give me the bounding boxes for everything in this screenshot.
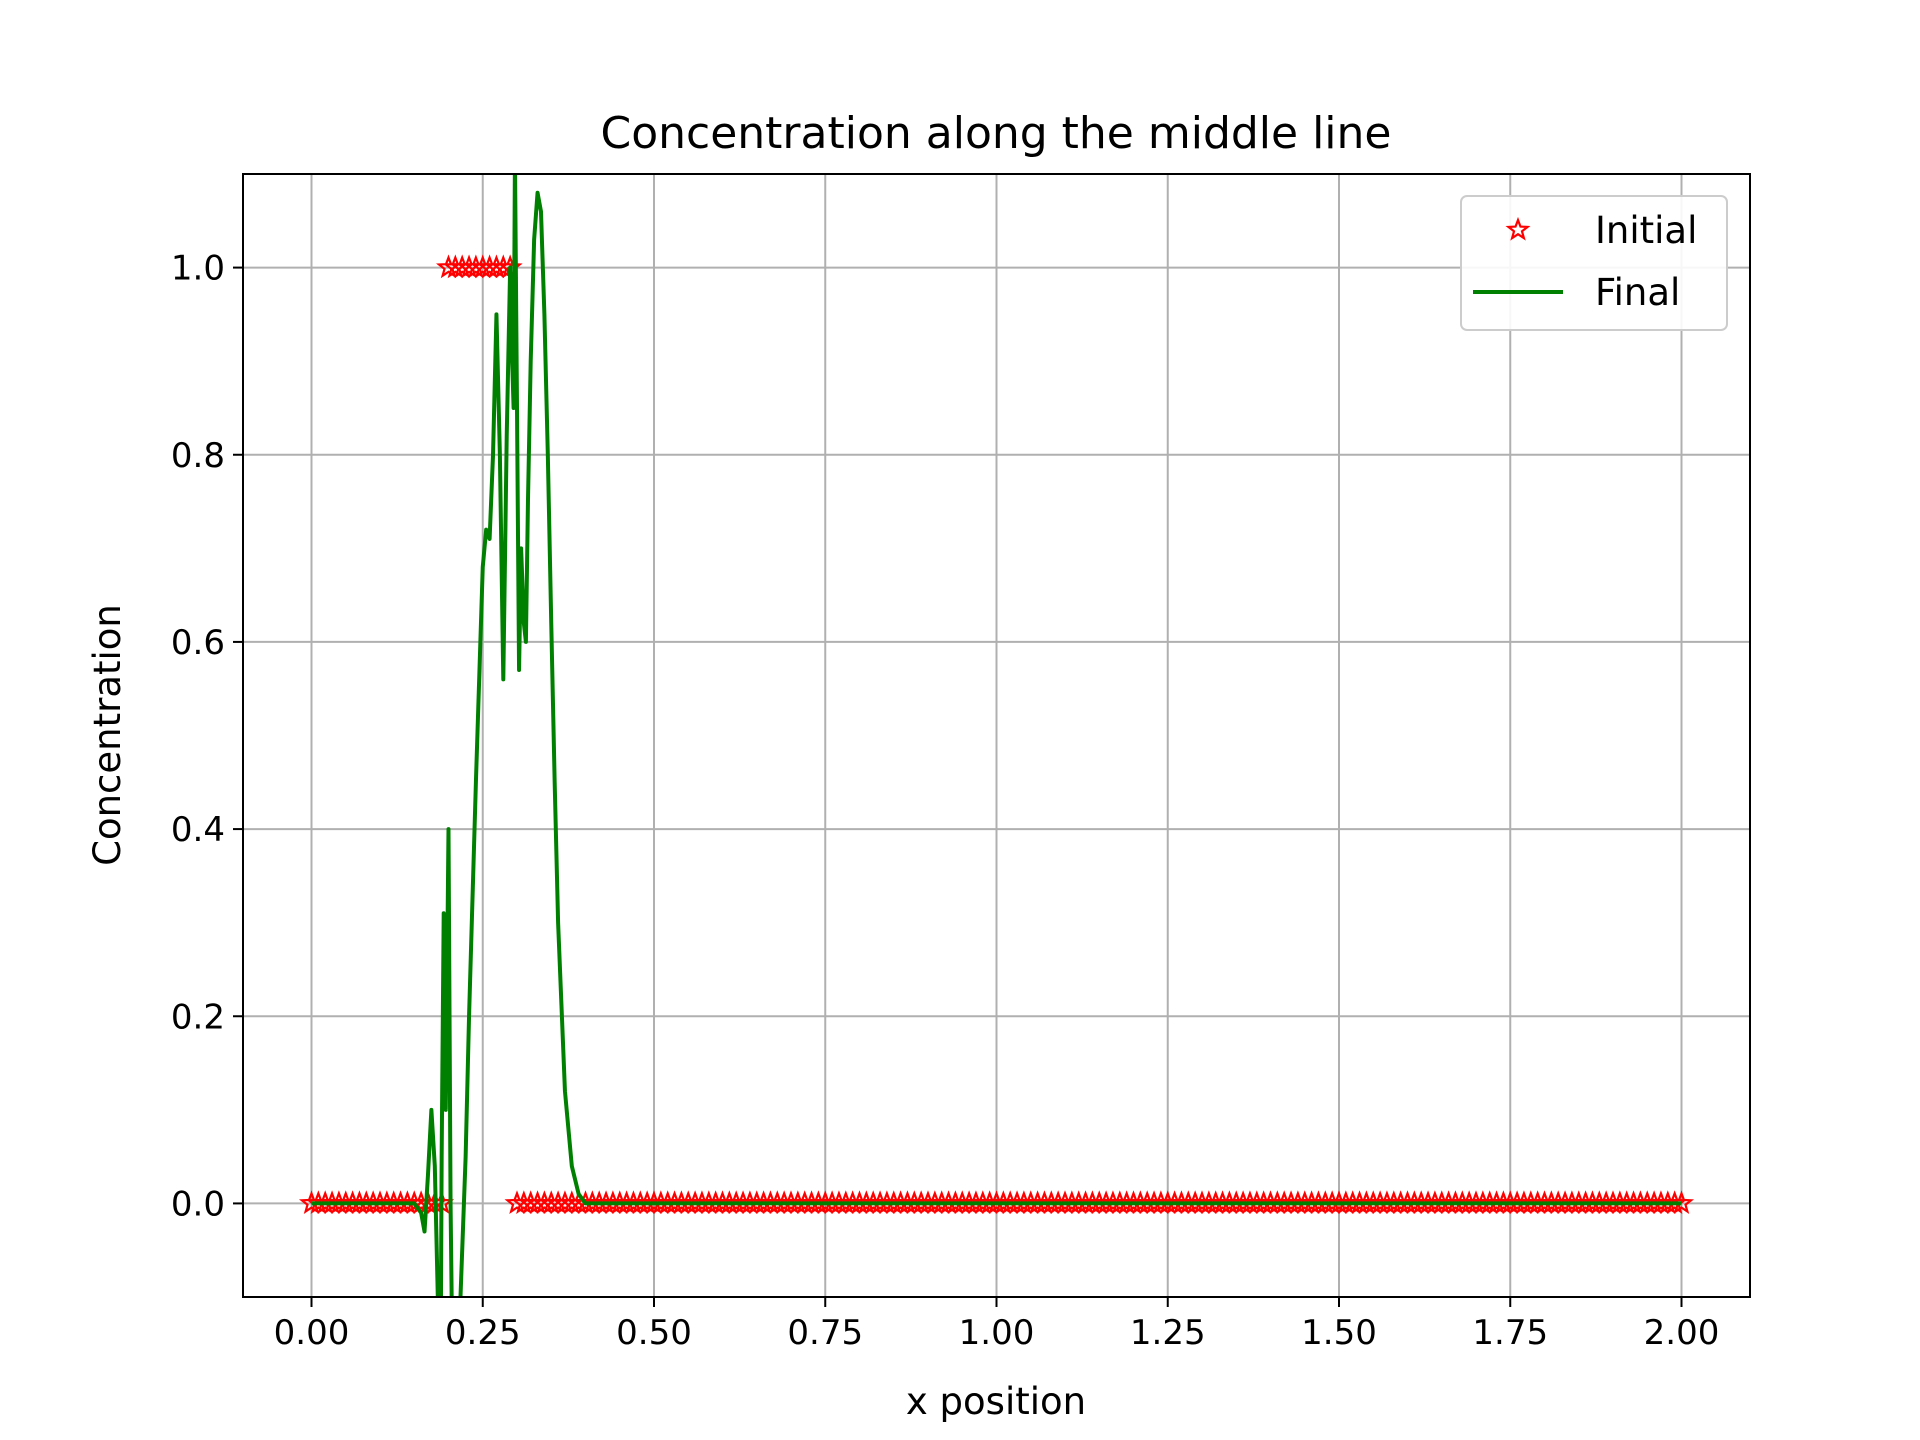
y-tick-label: 0.8: [171, 436, 225, 476]
series-final: [311, 174, 1682, 1297]
series-initial: [298, 254, 1695, 1215]
y-axis-title: Concentration: [86, 604, 129, 866]
chart-title: Concentration along the middle line: [601, 108, 1392, 159]
legend-box: [1460, 195, 1728, 331]
y-tick-label: 0.2: [171, 997, 225, 1037]
x-tick-label: 1.25: [1130, 1313, 1206, 1353]
y-tick-label: 0.6: [171, 623, 225, 663]
x-axis-title: x position: [906, 1380, 1086, 1423]
x-tick-label: 1.75: [1472, 1313, 1548, 1353]
x-tick-label: 1.50: [1301, 1313, 1377, 1353]
legend-star-icon: [1505, 216, 1531, 241]
y-tick-label: 1.0: [171, 249, 225, 289]
initial-point: [490, 254, 516, 279]
legend-initial-label: Initial: [1595, 209, 1697, 252]
grid-lines: [243, 174, 1750, 1297]
y-tick-label: 0.4: [171, 810, 225, 850]
x-tick-label: 2.00: [1644, 1313, 1720, 1353]
legend-initial-marker: [1505, 216, 1531, 241]
x-tick-label: 0.75: [787, 1313, 863, 1353]
legend-final-label: Final: [1595, 271, 1680, 314]
legend: Initial Final: [1460, 195, 1728, 331]
x-tick-label: 1.00: [959, 1313, 1035, 1353]
y-axis-ticks: 0.0 0.2 0.4 0.6 0.8 1.0: [171, 249, 243, 1224]
x-tick-label: 0.00: [274, 1313, 350, 1353]
x-tick-label: 0.50: [616, 1313, 692, 1353]
final-line: [311, 174, 1682, 1297]
x-tick-label: 0.25: [445, 1313, 521, 1353]
x-axis-ticks: 0.00 0.25 0.50 0.75 1.00 1.25 1.50 1.75 2.00: [274, 1297, 1720, 1353]
y-tick-label: 0.0: [171, 1184, 225, 1224]
initial-point: [1662, 1190, 1688, 1215]
initial-point: [1668, 1190, 1695, 1215]
